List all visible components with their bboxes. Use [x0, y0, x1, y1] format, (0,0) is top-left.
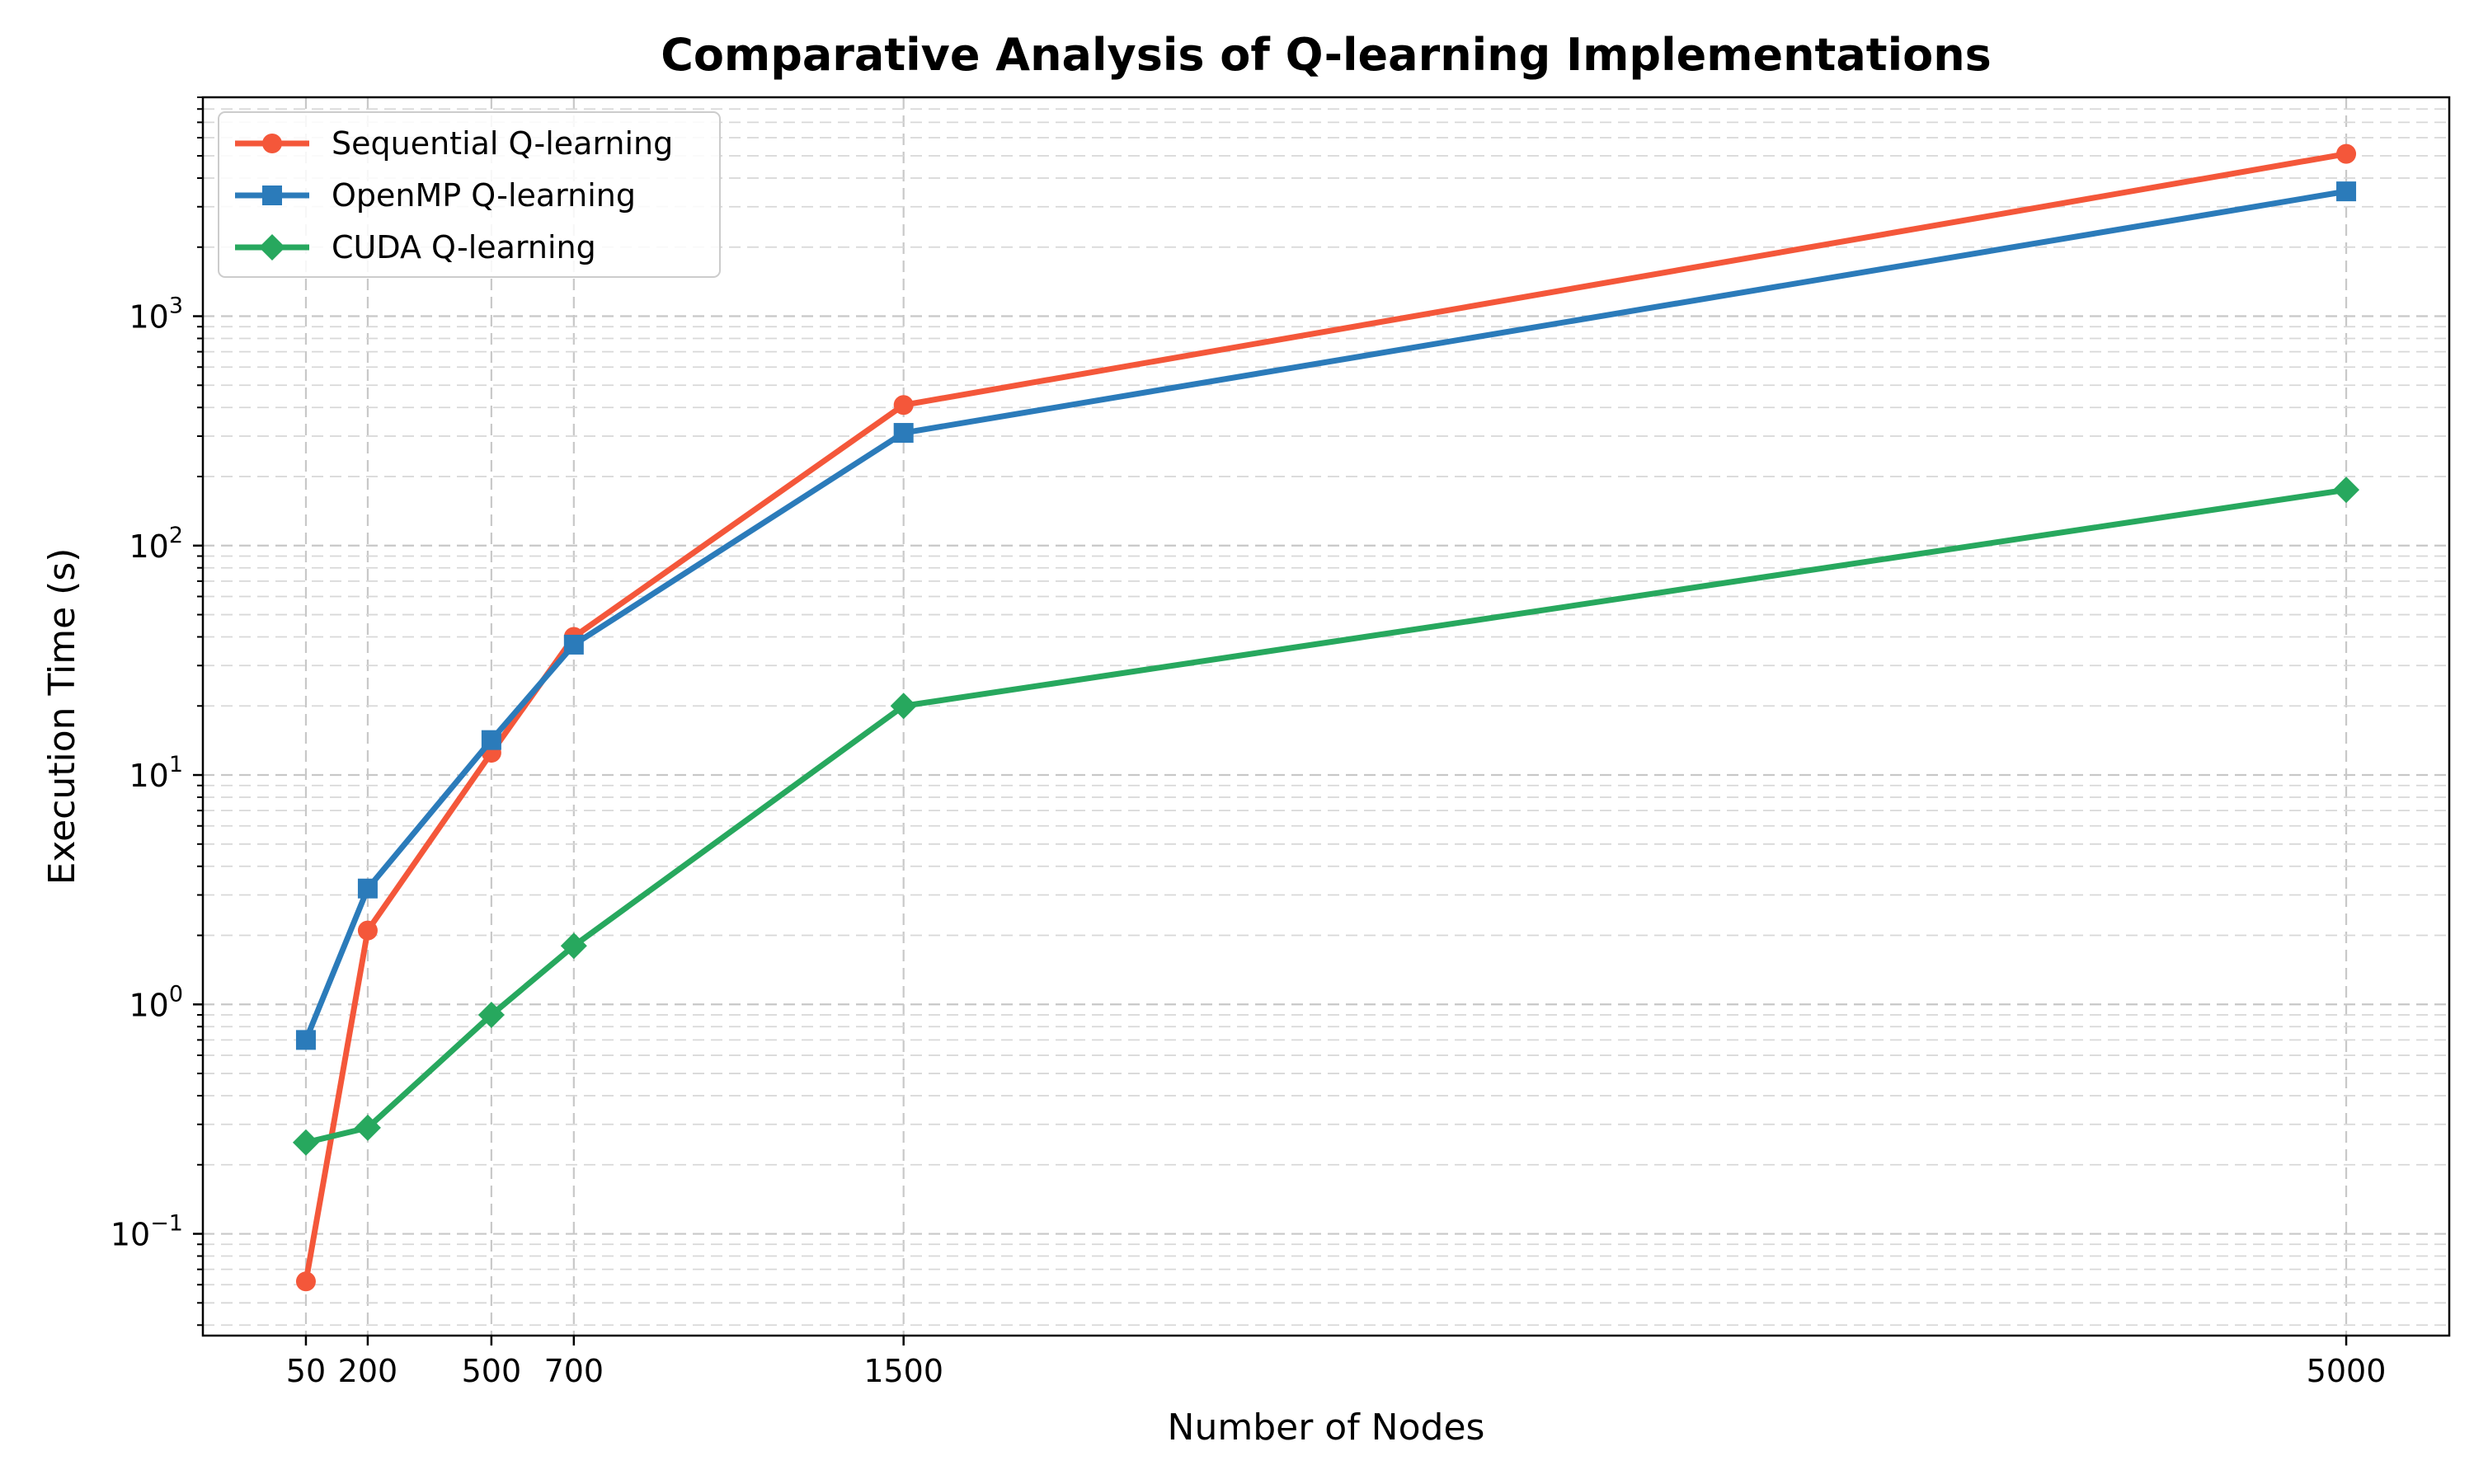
data-point — [295, 1271, 316, 1292]
y-axis-ticks: 10−1 100 101 102 103 — [111, 96, 203, 1327]
plot-frame — [201, 96, 2451, 1337]
y-axis-label: Execution Time (s) — [41, 548, 83, 885]
y-tick-label: 101 — [129, 752, 183, 794]
legend-entry: CUDA Q-learning — [235, 229, 596, 265]
y-tick-label: 100 — [129, 981, 183, 1023]
series-2 — [295, 181, 2357, 1050]
data-point — [357, 920, 378, 941]
grid — [203, 96, 2449, 1336]
legend: Sequential Q-learning OpenMP Q-learning CU… — [218, 111, 721, 278]
legend-box — [218, 111, 721, 278]
data-point — [357, 878, 378, 899]
x-tick-label: 1500 — [863, 1353, 943, 1389]
y-tick-label: 103 — [129, 294, 183, 336]
x-axis-ticks: 50 200 500 700 1500 5000 — [286, 1336, 2387, 1389]
x-tick-label: 200 — [338, 1353, 398, 1389]
x-axis-label: Number of Nodes — [1168, 1407, 1485, 1449]
series-line — [303, 151, 2347, 1282]
data-point — [477, 1002, 505, 1029]
x-tick-label: 50 — [286, 1353, 326, 1389]
y-tick-label: 10−1 — [111, 1211, 183, 1253]
data-point — [563, 634, 584, 655]
data-point — [893, 423, 914, 444]
data-point — [295, 1030, 316, 1050]
data-point — [354, 1114, 381, 1141]
legend-label: Sequential Q-learning — [332, 125, 673, 162]
data-point — [560, 932, 587, 960]
x-tick-label: 500 — [462, 1353, 522, 1389]
data-point — [292, 1129, 319, 1156]
series-3 — [292, 477, 2360, 1156]
legend-marker — [259, 234, 285, 261]
legend-marker — [262, 186, 282, 205]
data-point — [481, 730, 501, 750]
data-point — [2333, 477, 2360, 504]
legend-entry: Sequential Q-learning — [235, 125, 673, 162]
data-point — [2336, 181, 2357, 202]
data-point — [2336, 143, 2357, 164]
series-line — [305, 486, 2347, 1146]
legend-marker — [262, 134, 282, 153]
data-point — [893, 395, 914, 416]
y-tick-label: 102 — [129, 523, 183, 565]
legend-label: CUDA Q-learning — [332, 229, 596, 265]
legend-label: OpenMP Q-learning — [332, 177, 636, 214]
x-tick-label: 5000 — [2307, 1353, 2387, 1389]
legend-entry: OpenMP Q-learning — [235, 177, 636, 214]
chart-title: Comparative Analysis of Q-learning Imple… — [661, 29, 1992, 81]
data-point — [890, 693, 917, 720]
series-layer — [292, 143, 2360, 1292]
series-line — [303, 188, 2347, 1041]
x-tick-label: 700 — [544, 1353, 604, 1389]
